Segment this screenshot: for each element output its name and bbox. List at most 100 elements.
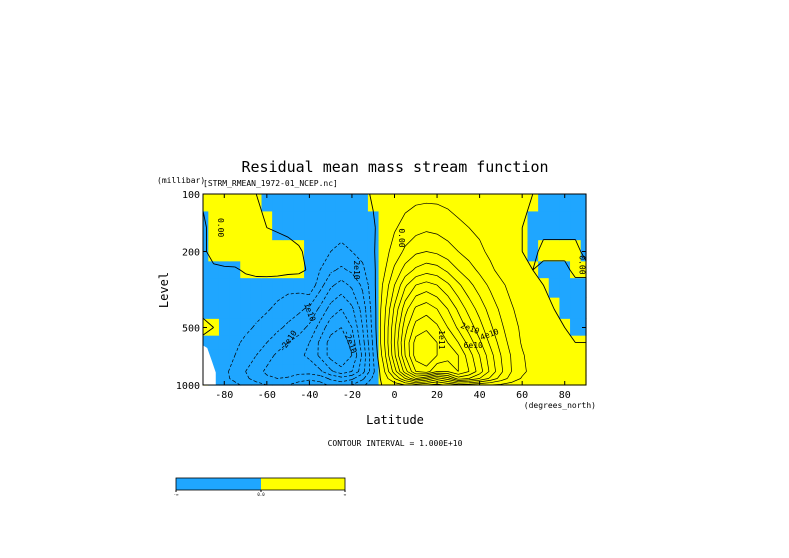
- field-cell: [304, 260, 316, 279]
- field-cell: [453, 239, 465, 262]
- field-cell: [367, 349, 380, 365]
- field-cell: [516, 318, 529, 336]
- field-cell: [431, 194, 443, 212]
- field-cell: [378, 194, 390, 212]
- field-cell: [506, 194, 518, 212]
- field-cell: [559, 260, 571, 279]
- negative-contour-line: [303, 293, 362, 378]
- contour-label: 0.00: [578, 255, 587, 274]
- field-cell: [325, 349, 337, 365]
- field-cell: [580, 363, 587, 376]
- field-cell: [250, 381, 263, 386]
- field-cell: [410, 335, 422, 350]
- field-cell: [240, 260, 252, 279]
- field-cell: [495, 375, 507, 383]
- field-cell: [559, 349, 571, 365]
- field-cell: [484, 210, 497, 241]
- field-cell: [389, 210, 401, 241]
- field-cell: [314, 277, 326, 298]
- field-cell: [506, 363, 518, 376]
- field-cell: [495, 318, 507, 336]
- field-cell: [208, 318, 220, 336]
- field-cell: [272, 194, 284, 212]
- field-cell: [474, 363, 486, 376]
- field-cell: [495, 381, 507, 386]
- field-cell: [570, 239, 582, 262]
- field-cell: [538, 239, 550, 262]
- field-cell: [570, 297, 582, 319]
- field-cell: [218, 239, 231, 262]
- field-cell: [346, 363, 358, 376]
- field-cell: [506, 297, 518, 319]
- field-cell: [442, 239, 454, 262]
- field-cell: [293, 381, 305, 386]
- field-cell: [559, 194, 571, 212]
- field-cell: [250, 335, 263, 350]
- contour-label: 6e10: [464, 341, 483, 350]
- field-cell: [570, 318, 582, 336]
- field-cell: [527, 381, 539, 386]
- field-cell: [527, 349, 539, 365]
- field-cell: [282, 375, 295, 383]
- field-cell: [261, 194, 273, 212]
- x-units-label: (degrees_north): [524, 401, 596, 410]
- contour-label: 0.00: [216, 218, 225, 237]
- field-cell: [218, 335, 231, 350]
- field-cell: [559, 297, 571, 319]
- field-cell: [218, 375, 231, 383]
- field-cell: [495, 194, 507, 212]
- field-cell: [282, 349, 295, 365]
- field-cell: [389, 260, 401, 279]
- field-cell: [559, 375, 571, 383]
- field-cell: [367, 335, 380, 350]
- field-cell: [516, 335, 529, 350]
- field-cell: [335, 335, 348, 350]
- field-cell: [314, 349, 326, 365]
- field-cell: [506, 210, 518, 241]
- field-cell: [261, 239, 273, 262]
- field-cell: [527, 318, 539, 336]
- field-cell: [229, 277, 241, 298]
- field-cell: [442, 318, 454, 336]
- field-cell: [410, 297, 422, 319]
- negative-contour-line: [228, 241, 375, 386]
- positive-contour-line: [390, 262, 496, 383]
- field-cell: [282, 239, 295, 262]
- field-cell: [367, 239, 380, 262]
- field-cell: [325, 318, 337, 336]
- field-cell: [399, 363, 412, 376]
- field-cell: [527, 375, 539, 383]
- field-cell: [548, 277, 560, 298]
- x-tick-label: 20: [431, 390, 443, 401]
- field-cell: [335, 277, 348, 298]
- field-cell: [357, 297, 369, 319]
- field-cell: [357, 194, 369, 212]
- field-cell: [293, 239, 305, 262]
- field-cell: [570, 349, 582, 365]
- field-cell: [431, 210, 443, 241]
- x-tick-label: -60: [258, 390, 276, 401]
- field-cell: [580, 349, 587, 365]
- field-cell: [410, 349, 422, 365]
- field-cell: [203, 260, 209, 279]
- field-cell: [506, 381, 518, 386]
- field-cell: [229, 381, 241, 386]
- field-cell: [484, 194, 497, 212]
- field-cell: [325, 194, 337, 212]
- field-cell: [378, 318, 390, 336]
- field-cell: [367, 210, 380, 241]
- field-cell: [548, 349, 560, 365]
- field-cell: [378, 277, 390, 298]
- field-cell: [453, 297, 465, 319]
- field-cell: [346, 210, 358, 241]
- field-cell: [495, 239, 507, 262]
- field-cell: [378, 260, 390, 279]
- field-cell: [516, 297, 529, 319]
- field-cell: [229, 318, 241, 336]
- field-cell: [453, 260, 465, 279]
- field-cell: [229, 349, 241, 365]
- source-file-label: [STRM_RMEAN_1972-01_NCEP.nc]: [203, 179, 338, 188]
- field-cell: [484, 375, 497, 383]
- positive-contour-line: [387, 251, 504, 384]
- x-tick-label: 40: [474, 390, 486, 401]
